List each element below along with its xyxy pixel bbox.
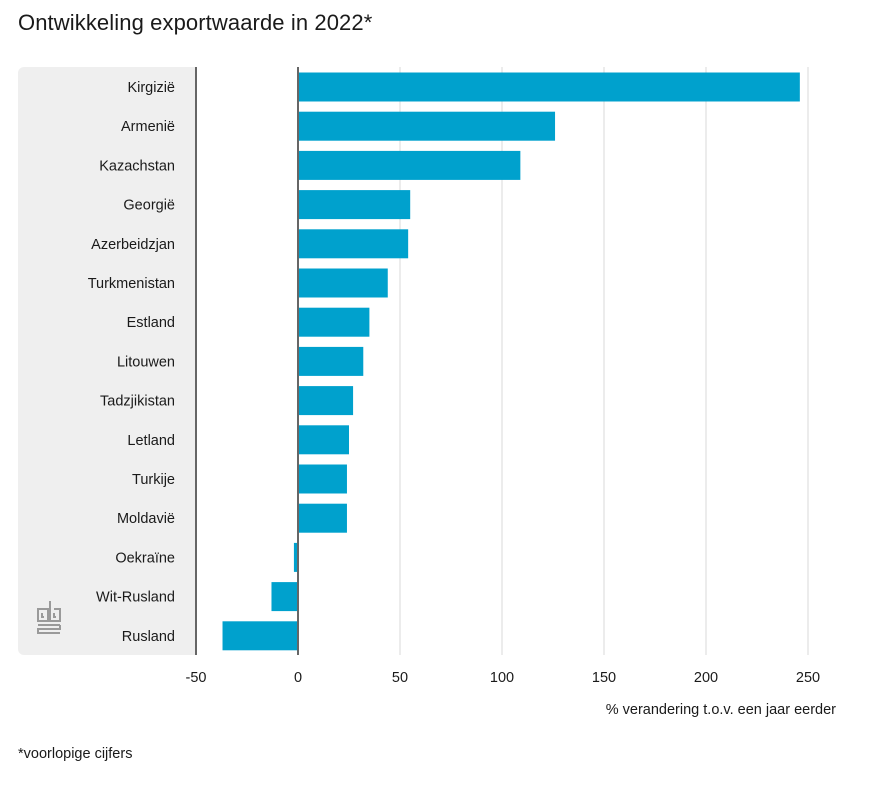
x-tick-label: 100 (490, 670, 514, 686)
category-label: Moldavië (117, 511, 175, 527)
chart-title: Ontwikkeling exportwaarde in 2022* (18, 10, 373, 35)
footnote: *voorlopige cijfers (18, 746, 133, 762)
category-label: Oekraïne (115, 550, 175, 566)
category-label: Tadzjikistan (100, 394, 175, 410)
category-label: Estland (127, 315, 175, 331)
category-label: Rusland (122, 629, 175, 645)
category-labels: Kirgizië Armenië Kazachstan Georgië Azerbeid… (88, 80, 175, 645)
x-tick-label: -50 (186, 670, 207, 686)
x-tick-label: 0 (294, 670, 302, 686)
category-label: Armenië (121, 119, 175, 135)
bar (298, 503, 347, 533)
bar-chart: Kirgizië Armenië Kazachstan Georgië Azerbeid… (88, 67, 836, 718)
bar (298, 111, 556, 141)
bar (298, 346, 364, 376)
bar (293, 542, 298, 572)
x-axis-label: % verandering t.o.v. een jaar eerder (606, 702, 836, 718)
category-label: Litouwen (117, 354, 175, 370)
x-tick-label: 50 (392, 670, 408, 686)
bar (298, 72, 800, 102)
category-label-panel (18, 67, 196, 655)
x-tick-labels: -50 0 50 100 150 200 250 (186, 670, 821, 686)
cbs-logo-icon (36, 597, 62, 642)
bar (298, 268, 388, 298)
bar (298, 464, 347, 494)
bar (222, 621, 298, 651)
category-label: Georgië (123, 198, 175, 214)
category-label: Kazachstan (99, 158, 175, 174)
bars (222, 72, 800, 651)
category-label: Wit-Rusland (96, 590, 175, 606)
category-label: Turkije (132, 472, 175, 488)
bar (298, 307, 370, 337)
bar (298, 150, 521, 180)
category-label: Letland (127, 433, 175, 449)
axes (195, 67, 299, 655)
bar (298, 425, 349, 455)
x-tick-label: 200 (694, 670, 718, 686)
category-label: Azerbeidzjan (91, 237, 175, 253)
bar (298, 190, 411, 220)
x-tick-label: 250 (796, 670, 820, 686)
bar (298, 229, 409, 259)
category-label: Turkmenistan (88, 276, 175, 292)
bar (298, 386, 354, 416)
bar (271, 582, 298, 612)
x-tick-label: 150 (592, 670, 616, 686)
category-label: Kirgizië (127, 80, 175, 96)
